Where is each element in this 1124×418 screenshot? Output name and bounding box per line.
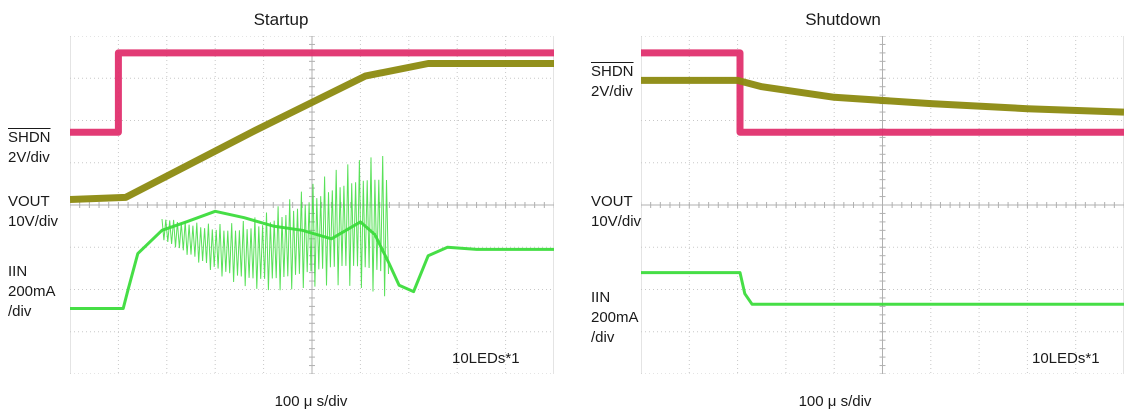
x-axis-label: 100 μ s/div: [798, 393, 872, 410]
vout-scale: 10V/div: [591, 213, 642, 230]
iin-scale-div: /div: [591, 329, 615, 346]
trace-vout: [70, 60, 554, 203]
iin-scale: 200mA: [8, 283, 56, 300]
iin-label: IIN 200mA /div: [8, 262, 56, 322]
shdn-label: SHDN 2V/div: [591, 62, 634, 102]
trace-vout: [641, 76, 1124, 116]
iin-name: IIN: [591, 289, 611, 306]
iin-name: IIN: [8, 263, 28, 280]
vout-name: VOUT: [591, 193, 633, 210]
iin-scale: 200mA: [591, 309, 639, 326]
trace-iin-ringing: [161, 155, 389, 297]
chart-title: Shutdown: [805, 10, 881, 29]
chart-title: Startup: [253, 10, 309, 29]
scope-grid: [641, 36, 1124, 374]
vout-label: VOUT 10V/div: [8, 192, 58, 232]
trace-iin: [70, 209, 554, 310]
trace-shdn: [70, 49, 554, 136]
iin-label: IIN 200mA /div: [591, 288, 639, 348]
vout-label: VOUT 10V/div: [591, 192, 641, 232]
shdn-scale: 2V/div: [591, 83, 633, 100]
shdn-name: SHDN: [591, 63, 634, 80]
shdn-name: SHDN: [8, 129, 51, 146]
vout-scale: 10V/div: [8, 213, 59, 230]
scope-display: [70, 36, 554, 374]
trace-iin: [641, 271, 1124, 306]
scope-display: [641, 36, 1124, 374]
led-annotation: 10LEDs*1: [452, 350, 520, 367]
scope-grid: [70, 36, 554, 374]
startup-panel: Startup SHDN 2V/div VOUT 10V/div IIN 200…: [8, 10, 554, 410]
shutdown-panel: Shutdown SHDN 2V/div VOUT 10V/div IIN 20…: [562, 0, 1124, 418]
vout-name: VOUT: [8, 193, 50, 210]
x-axis-label: 100 μ s/div: [274, 393, 348, 410]
trace-shdn: [641, 49, 1124, 136]
shdn-label: SHDN 2V/div: [8, 128, 51, 168]
iin-scale-div: /div: [8, 303, 32, 320]
led-annotation: 10LEDs*1: [1032, 350, 1100, 367]
shdn-scale: 2V/div: [8, 149, 50, 166]
